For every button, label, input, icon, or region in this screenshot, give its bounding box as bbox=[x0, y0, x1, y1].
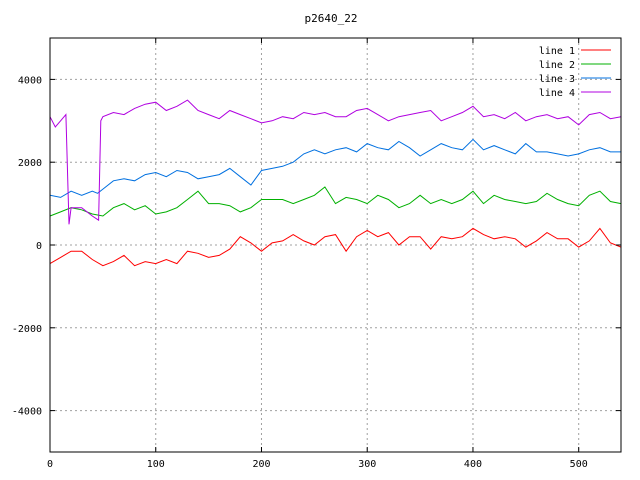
x-tick-label: 300 bbox=[358, 459, 376, 470]
legend-label: line 1 bbox=[539, 46, 575, 57]
x-tick-label: 100 bbox=[147, 459, 165, 470]
legend-label: line 2 bbox=[539, 60, 575, 71]
x-tick-label: 200 bbox=[252, 459, 270, 470]
y-tick-label: -2000 bbox=[12, 324, 42, 335]
y-axis-ticks: -4000 -2000 0 2000 4000 bbox=[12, 75, 621, 418]
x-tick-label: 400 bbox=[464, 459, 482, 470]
y-tick-label: 4000 bbox=[18, 75, 42, 86]
y-tick-label: 2000 bbox=[18, 158, 42, 169]
grid bbox=[50, 38, 621, 452]
legend: line 1 line 2 line 3 line 4 bbox=[539, 46, 611, 99]
legend-label: line 4 bbox=[539, 88, 575, 99]
series-line-3 bbox=[49, 138, 621, 198]
x-tick-label: 500 bbox=[570, 459, 588, 470]
x-tick-label: 0 bbox=[47, 459, 53, 470]
x-axis-ticks: 0 100 200 300 400 500 bbox=[47, 38, 588, 470]
y-tick-label: 0 bbox=[36, 241, 42, 252]
y-tick-label: -4000 bbox=[12, 407, 42, 418]
chart-title: p2640_22 bbox=[305, 12, 358, 25]
series-line-1 bbox=[49, 227, 622, 267]
series-line-2 bbox=[49, 186, 622, 217]
series-lines bbox=[49, 99, 622, 267]
series-line-4 bbox=[49, 99, 622, 225]
legend-label: line 3 bbox=[539, 74, 575, 85]
